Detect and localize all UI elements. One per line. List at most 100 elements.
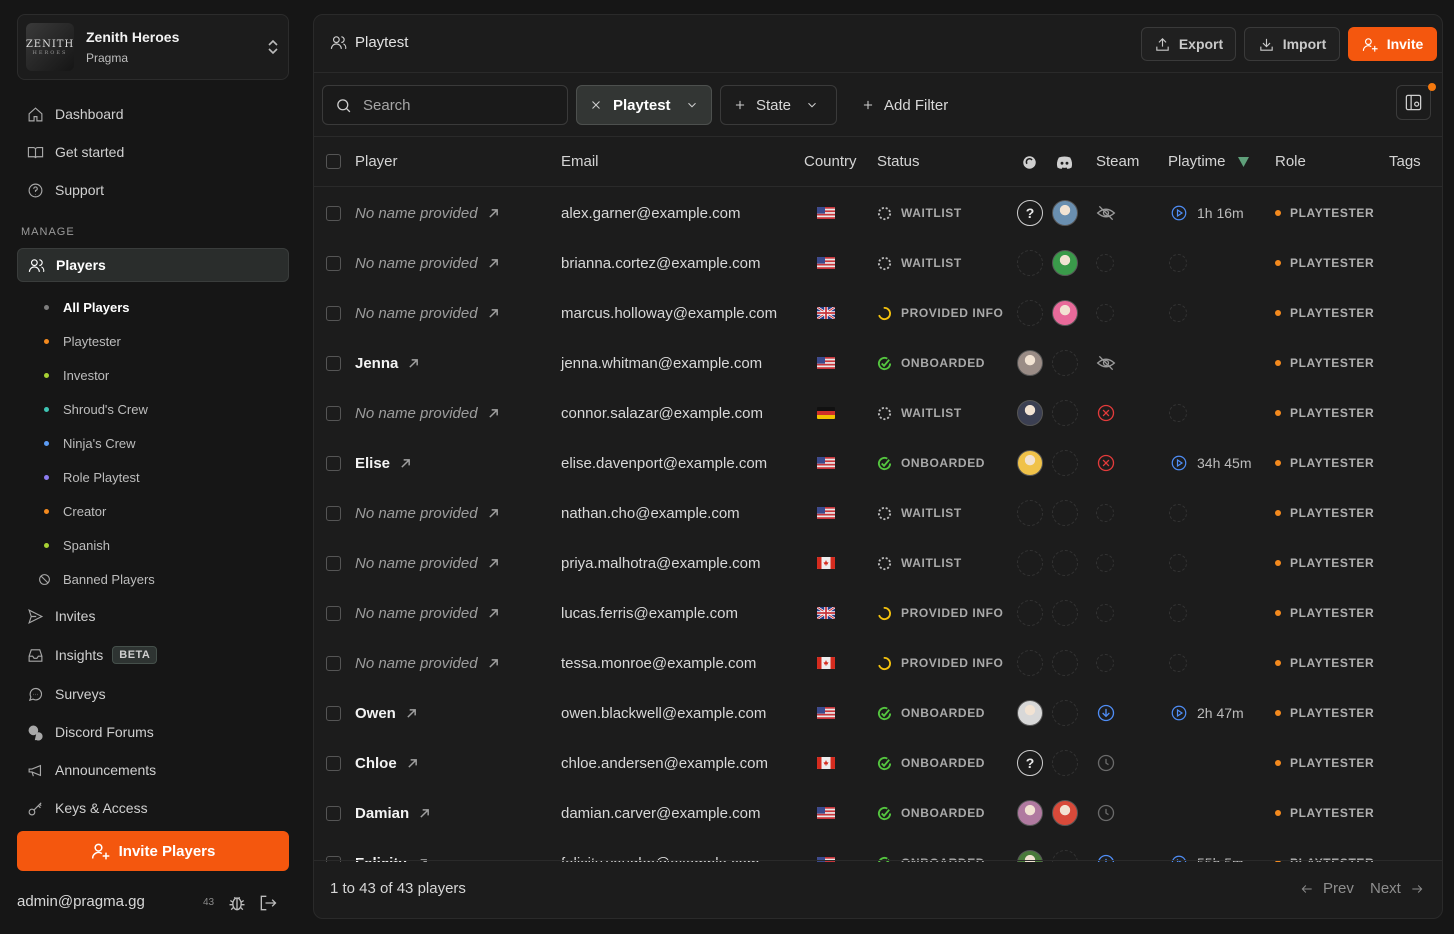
column-header-player[interactable]: Player [355,153,398,170]
table-row[interactable]: Jenna jenna.whitman@example.com ONBOARDE… [314,338,1442,388]
table-row[interactable]: Chloe chloe.andersen@example.com ONBOARD… [314,738,1442,788]
sidebar-item-support[interactable]: Support [17,173,289,207]
table-row[interactable]: Owen owen.blackwell@example.com ONBOARDE… [314,688,1442,738]
next-page-button[interactable]: Next [1370,880,1424,897]
column-header-tags[interactable]: Tags [1389,153,1421,170]
row-checkbox[interactable] [326,606,341,621]
sidebar-subitem[interactable]: Investor [44,362,109,388]
player-cell[interactable]: Chloe [355,738,418,788]
import-button[interactable]: Import [1244,27,1340,61]
export-button[interactable]: Export [1141,27,1236,61]
external-link-icon[interactable] [408,358,419,369]
column-settings-button[interactable] [1396,85,1431,120]
table-row[interactable]: No name provided alex.garner@example.com… [314,188,1442,238]
sidebar-subitem[interactable]: Creator [44,498,106,524]
row-checkbox[interactable] [326,406,341,421]
sidebar-item-insights[interactable]: Insights BETA [17,638,289,672]
player-cell[interactable]: No name provided [355,488,499,538]
external-link-icon[interactable] [407,758,418,769]
external-link-icon[interactable] [488,558,499,569]
row-checkbox[interactable] [326,706,341,721]
row-checkbox[interactable] [326,506,341,521]
external-link-icon[interactable] [488,508,499,519]
workspace-switcher[interactable]: ZENITH HEROES Zenith Heroes Pragma [17,14,289,80]
add-filter-button[interactable]: Add Filter [848,85,961,125]
column-header-steam[interactable]: Steam [1096,153,1140,170]
table-row[interactable]: No name provided nathan.cho@example.com … [314,488,1442,538]
external-link-icon[interactable] [488,258,499,269]
column-header-email[interactable]: Email [561,153,599,170]
table-row[interactable]: No name provided tessa.monroe@example.co… [314,638,1442,688]
invite-players-button[interactable]: Invite Players [17,831,289,871]
table-row[interactable]: Felicity felicity.vaughn@example.com ONB… [314,838,1442,862]
close-icon[interactable] [589,98,603,112]
logout-icon[interactable] [258,893,278,913]
sidebar-subitem[interactable]: Spanish [44,532,110,558]
external-link-icon[interactable] [488,308,499,319]
player-cell[interactable]: Damian [355,788,430,838]
player-cell[interactable]: No name provided [355,288,499,338]
player-cell[interactable]: Elise [355,438,411,488]
table-row[interactable]: Elise elise.davenport@example.com ONBOAR… [314,438,1442,488]
sidebar-subitem-label: Investor [63,367,110,383]
external-link-icon[interactable] [400,458,411,469]
player-cell[interactable]: Felicity [355,838,428,862]
prev-page-button[interactable]: Prev [1300,880,1354,897]
sidebar-item-keys-access[interactable]: Keys & Access [17,791,289,825]
table-row[interactable]: No name provided connor.salazar@example.… [314,388,1442,438]
column-header-country[interactable]: Country [804,153,857,170]
player-cell[interactable]: No name provided [355,538,499,588]
table-row[interactable]: Damian damian.carver@example.com ONBOARD… [314,788,1442,838]
sidebar-item-banned-players[interactable]: Banned Players [38,566,155,592]
filter-state-dropdown[interactable]: State [720,85,837,125]
table-row[interactable]: No name provided brianna.cortez@example.… [314,238,1442,288]
sidebar-subitem[interactable]: Role Playtest [44,464,140,490]
row-checkbox[interactable] [326,806,341,821]
table-row[interactable]: No name provided marcus.holloway@example… [314,288,1442,338]
row-checkbox[interactable] [326,556,341,571]
row-checkbox[interactable] [326,256,341,271]
player-cell[interactable]: No name provided [355,388,499,438]
row-checkbox[interactable] [326,456,341,471]
row-checkbox[interactable] [326,856,341,862]
sidebar-item-get-started[interactable]: Get started [17,135,289,169]
row-checkbox[interactable] [326,356,341,371]
sidebar-item-players[interactable]: Players [17,248,289,282]
bug-icon[interactable] [227,893,247,913]
sidebar-item-surveys[interactable]: Surveys [17,677,289,711]
row-checkbox[interactable] [326,206,341,221]
external-link-icon[interactable] [488,408,499,419]
player-cell[interactable]: No name provided [355,188,499,238]
player-cell[interactable]: No name provided [355,588,499,638]
sidebar-subitem[interactable]: Playtester [44,328,121,354]
player-cell[interactable]: No name provided [355,638,499,688]
sidebar-subitem[interactable]: All Players [44,294,130,320]
table-row[interactable]: No name provided priya.malhotra@example.… [314,538,1442,588]
table-row[interactable]: No name provided lucas.ferris@example.co… [314,588,1442,638]
external-link-icon[interactable] [488,658,499,669]
filter-chip-playtest[interactable]: Playtest [576,85,712,125]
sidebar-item-invites[interactable]: Invites [17,599,289,633]
player-cell[interactable]: Owen [355,688,417,738]
external-link-icon[interactable] [488,208,499,219]
sidebar-item-dashboard[interactable]: Dashboard [17,97,289,131]
sidebar-subitem[interactable]: Shroud's Crew [44,396,148,422]
row-checkbox[interactable] [326,306,341,321]
row-checkbox[interactable] [326,656,341,671]
external-link-icon[interactable] [488,608,499,619]
invite-button[interactable]: Invite [1348,27,1437,61]
external-link-icon[interactable] [419,808,430,819]
select-all-checkbox[interactable] [326,154,341,169]
sidebar-subitem[interactable]: Ninja's Crew [44,430,136,456]
column-header-role[interactable]: Role [1275,153,1306,170]
column-header-status[interactable]: Status [877,153,920,170]
player-cell[interactable]: No name provided [355,238,499,288]
external-link-icon[interactable] [406,708,417,719]
column-header-playtime[interactable]: Playtime [1168,153,1226,170]
search-input[interactable] [363,96,543,114]
sidebar-item-announcements[interactable]: Announcements [17,753,289,787]
sort-desc-icon[interactable] [1238,157,1249,167]
player-cell[interactable]: Jenna [355,338,419,388]
sidebar-item-discord-forums[interactable]: Discord Forums [17,715,289,749]
row-checkbox[interactable] [326,756,341,771]
